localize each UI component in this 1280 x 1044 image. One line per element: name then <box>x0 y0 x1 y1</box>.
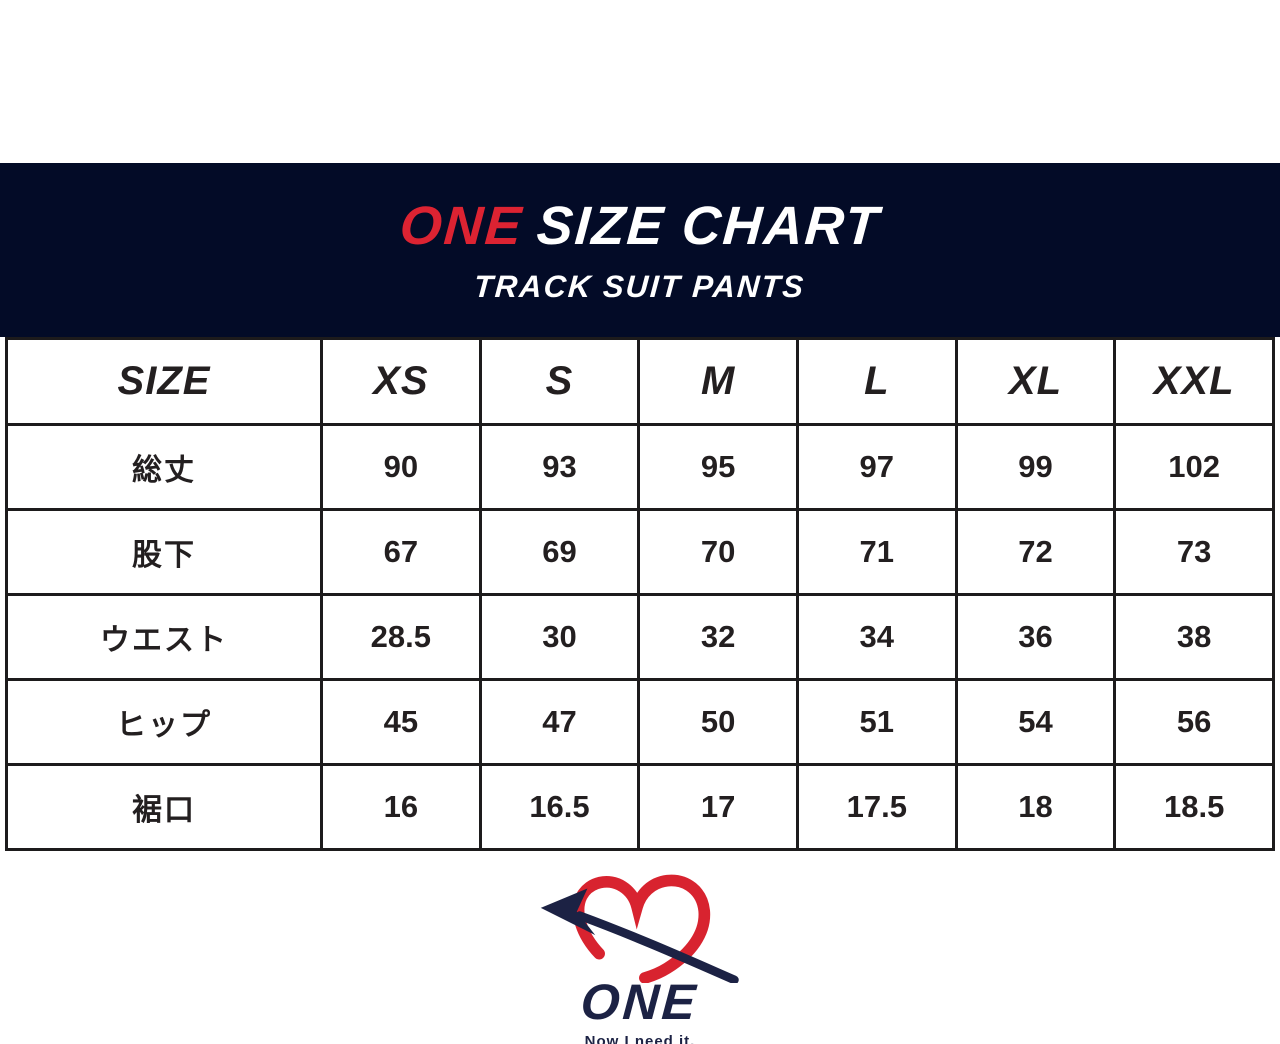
cell: 71 <box>795 508 958 596</box>
row-label: 裾口 <box>5 763 323 851</box>
row-label: ヒップ <box>5 678 323 766</box>
cell: 90 <box>320 423 482 511</box>
table-row-inseam: 股下 67 69 70 71 72 73 <box>5 508 1275 596</box>
cell: 32 <box>637 593 799 681</box>
cell: 18 <box>954 763 1117 851</box>
banner-brand-text: ONE <box>397 195 526 256</box>
cell: 73 <box>1113 508 1275 596</box>
column-header-l: L <box>795 337 958 426</box>
cell: 99 <box>954 423 1117 511</box>
header-row: SIZE XS S M L XL XXL <box>5 337 1275 426</box>
size-chart-table: SIZE XS S M L XL XXL 総丈 90 93 95 97 99 1… <box>5 337 1275 851</box>
cell: 50 <box>637 678 799 766</box>
cell: 34 <box>795 593 958 681</box>
title-banner: ONE SIZE CHART TRACK SUIT PANTS <box>0 163 1280 337</box>
table-row-total-length: 総丈 90 93 95 97 99 102 <box>5 423 1275 511</box>
column-header-xl: XL <box>954 337 1117 426</box>
cell: 17 <box>637 763 799 851</box>
column-header-xs: XS <box>320 337 482 426</box>
cell: 18.5 <box>1113 763 1275 851</box>
cell: 28.5 <box>320 593 482 681</box>
brand-logo: ONE Now I need it. <box>0 861 1280 1044</box>
cell: 93 <box>478 423 641 511</box>
cell: 38 <box>1113 593 1275 681</box>
cell: 47 <box>478 678 641 766</box>
column-header-m: M <box>637 337 799 426</box>
column-header-xxl: XXL <box>1113 337 1275 426</box>
banner-title: ONE SIZE CHART <box>397 195 883 256</box>
cell: 30 <box>478 593 641 681</box>
cell: 70 <box>637 508 799 596</box>
column-header-size: SIZE <box>5 337 323 426</box>
table-row-waist: ウエスト 28.5 30 32 34 36 38 <box>5 593 1275 681</box>
cell: 54 <box>954 678 1117 766</box>
cell: 36 <box>954 593 1117 681</box>
cell: 102 <box>1113 423 1275 511</box>
heart-arrow-icon <box>540 874 739 983</box>
cell: 45 <box>320 678 482 766</box>
cell: 97 <box>795 423 958 511</box>
cell: 69 <box>478 508 641 596</box>
banner-subtitle: TRACK SUIT PANTS <box>473 268 807 304</box>
row-label: 総丈 <box>5 423 323 511</box>
logo-brand-text: ONE <box>579 974 701 1030</box>
row-label: ウエスト <box>5 593 323 681</box>
cell: 95 <box>637 423 799 511</box>
cell: 51 <box>795 678 958 766</box>
banner-title-text: SIZE CHART <box>534 195 883 256</box>
table-row-hem: 裾口 16 16.5 17 17.5 18 18.5 <box>5 763 1275 851</box>
logo-tagline: Now I need it. <box>584 1033 696 1044</box>
top-margin <box>0 0 1280 163</box>
cell: 56 <box>1113 678 1275 766</box>
cell: 72 <box>954 508 1117 596</box>
cell: 16 <box>320 763 482 851</box>
cell: 67 <box>320 508 482 596</box>
table-row-hip: ヒップ 45 47 50 51 54 56 <box>5 678 1275 766</box>
cell: 16.5 <box>478 763 641 851</box>
row-label: 股下 <box>5 508 323 596</box>
column-header-s: S <box>478 337 641 426</box>
cell: 17.5 <box>795 763 958 851</box>
